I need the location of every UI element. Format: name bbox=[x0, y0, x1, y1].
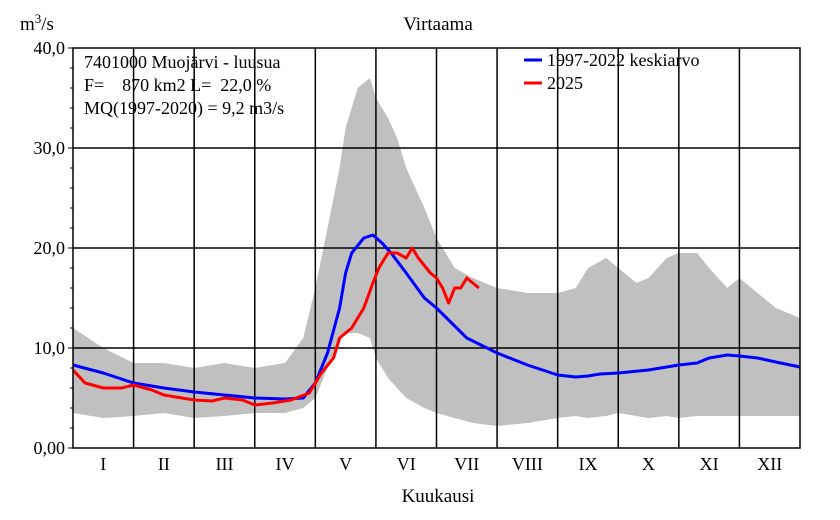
info-line-area: F= 870 km2 L= 22,0 % bbox=[84, 75, 271, 95]
legend-label-2025: 2025 bbox=[547, 73, 583, 93]
legend: 1997-2022 keskiarvo 2025 bbox=[524, 50, 699, 93]
month-label-3: III bbox=[215, 454, 233, 474]
month-label-12: XII bbox=[757, 454, 782, 474]
chart-title: Virtaama bbox=[403, 14, 473, 35]
info-line-station: 7401000 Muojärvi - luusua bbox=[84, 52, 280, 72]
month-label-5: V bbox=[339, 454, 352, 474]
series-line-1 bbox=[71, 246, 480, 407]
y-axis-label-rest: /s bbox=[41, 14, 54, 35]
y-axis-label-sup: 3 bbox=[35, 11, 42, 26]
y-tick-label-3: 30,0 bbox=[34, 138, 66, 158]
month-label-4: IV bbox=[276, 454, 295, 474]
month-label-9: IX bbox=[578, 454, 597, 474]
month-label-8: VIII bbox=[512, 454, 543, 474]
y-axis-label-base: m bbox=[20, 14, 35, 35]
grid-layer bbox=[73, 48, 800, 448]
month-label-7: VII bbox=[454, 454, 479, 474]
y-tick-label-1: 10,0 bbox=[34, 338, 66, 358]
y-tick-label-0: 0,00 bbox=[34, 438, 66, 458]
y-tick-label-2: 20,0 bbox=[34, 238, 66, 258]
series-layer bbox=[71, 233, 801, 407]
month-label-10: X bbox=[642, 454, 655, 474]
month-label-1: I bbox=[100, 454, 106, 474]
y-tick-label-4: 40,0 bbox=[34, 38, 66, 58]
month-label-2: II bbox=[158, 454, 170, 474]
month-label-11: XI bbox=[700, 454, 719, 474]
info-line-mean: MQ(1997-2020) = 9,2 m3/s bbox=[84, 98, 284, 119]
month-label-6: VI bbox=[397, 454, 416, 474]
y-axis-label: m3/s bbox=[20, 11, 54, 35]
x-axis-label: Kuukausi bbox=[402, 486, 475, 507]
legend-label-average: 1997-2022 keskiarvo bbox=[547, 50, 699, 70]
series-line-0 bbox=[72, 233, 801, 401]
